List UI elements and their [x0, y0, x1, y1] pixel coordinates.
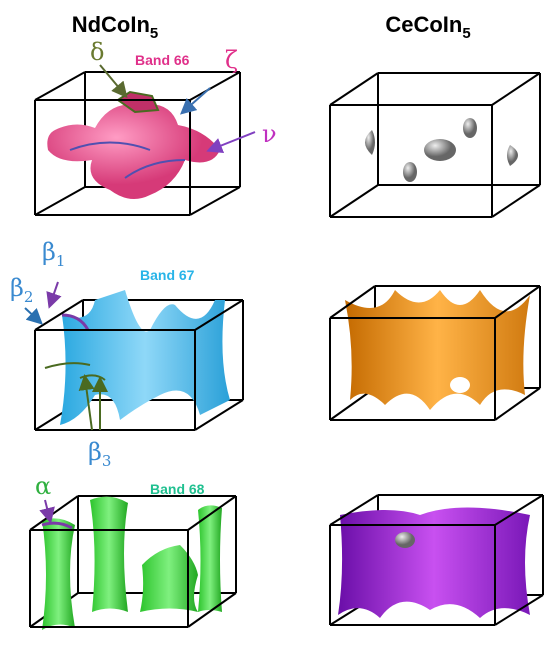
box-edge — [187, 495, 237, 531]
label-beta3: β3 — [88, 438, 111, 470]
label-nu: ν — [262, 120, 277, 148]
box-edge — [329, 494, 379, 526]
box-edge — [34, 186, 86, 216]
arrow — [39, 499, 55, 524]
band-label: Band 68 — [150, 481, 205, 497]
box-edge — [329, 184, 379, 218]
fermi-surface-band68 — [41, 496, 222, 630]
box-edge — [189, 186, 241, 216]
arrow — [24, 307, 43, 325]
arrow — [99, 64, 128, 99]
label-delta: δ — [90, 38, 104, 66]
fermi-surface-ce-row2 — [345, 290, 530, 410]
fermi-surface-band66 — [47, 90, 220, 199]
box-edge — [34, 71, 86, 101]
label-beta1: β1 — [42, 238, 65, 270]
arrow — [78, 374, 95, 431]
arrow — [46, 281, 62, 309]
band-label: Band 67 — [140, 267, 195, 283]
box-edge — [494, 594, 544, 626]
box-edge — [187, 592, 237, 628]
box-edge — [194, 299, 244, 331]
box-edge — [491, 72, 541, 106]
fermi-surface-ce-row1 — [365, 118, 518, 182]
box-edge — [494, 387, 541, 421]
box-edge — [34, 299, 84, 331]
box-edge — [189, 71, 241, 101]
box-edge — [494, 285, 541, 319]
fermi-surface-band67 — [44, 290, 230, 425]
box-edge — [491, 184, 541, 218]
label-beta2: β2 — [10, 274, 33, 306]
box-fronts — [29, 71, 544, 628]
label-alpha: α — [35, 472, 51, 500]
box-edge — [494, 494, 544, 526]
column-title: NdCoIn5 — [72, 12, 159, 42]
label-zeta: ζ — [225, 46, 238, 74]
arrow — [180, 87, 211, 115]
band-label: Band 66 — [135, 52, 190, 68]
box-edge — [329, 72, 379, 106]
fermi-surface-ce-row3 — [338, 507, 530, 618]
box-edge — [329, 285, 376, 319]
column-title: CeCoIn5 — [385, 12, 470, 42]
arrow — [206, 131, 256, 153]
box-edge — [194, 399, 244, 431]
